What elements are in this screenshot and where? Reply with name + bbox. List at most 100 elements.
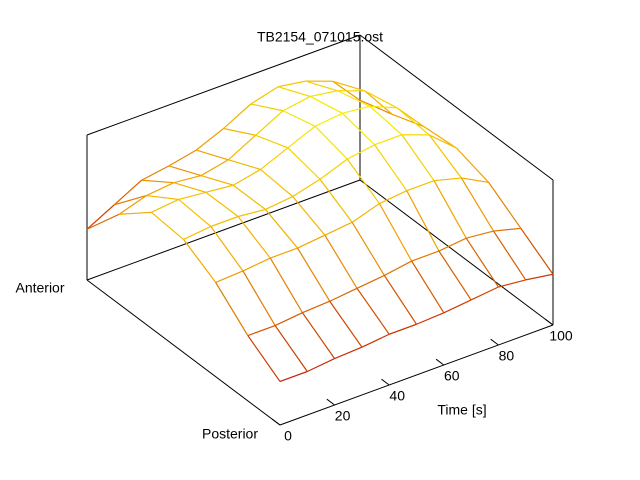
mesh-segment bbox=[347, 144, 375, 160]
mesh-segment bbox=[443, 299, 472, 314]
mesh-segment bbox=[411, 250, 440, 262]
mesh-segment bbox=[292, 196, 326, 236]
mesh-segment bbox=[183, 239, 217, 283]
mesh-segment bbox=[383, 275, 418, 325]
mesh-segment bbox=[388, 323, 417, 335]
mesh-segment bbox=[493, 230, 527, 281]
x-tick-label: 100 bbox=[549, 328, 573, 344]
mesh-segment bbox=[250, 86, 279, 105]
mesh-segment bbox=[520, 227, 554, 275]
mesh-segment bbox=[113, 179, 143, 206]
mesh-segment bbox=[401, 134, 435, 182]
mesh-segment bbox=[205, 191, 239, 217]
mesh-segment bbox=[228, 159, 261, 171]
mesh-segment bbox=[364, 90, 393, 115]
mesh-segment bbox=[118, 195, 147, 215]
mesh-segment bbox=[314, 125, 348, 160]
mesh-segment bbox=[247, 335, 281, 382]
mesh-segment bbox=[411, 260, 445, 314]
mesh-segment bbox=[297, 234, 326, 249]
mesh-segment bbox=[396, 107, 430, 136]
mesh-segment bbox=[314, 112, 343, 127]
mesh-segment bbox=[310, 90, 338, 98]
mesh-segment bbox=[416, 312, 445, 325]
mesh-segment bbox=[428, 134, 462, 179]
x-tick-label: 80 bbox=[499, 348, 515, 364]
mesh-segment bbox=[114, 194, 147, 206]
mesh-segment bbox=[334, 346, 363, 360]
mesh-segment bbox=[292, 178, 321, 198]
mesh-segment bbox=[260, 168, 294, 197]
mesh-segment bbox=[498, 279, 526, 288]
axis-box bbox=[279, 324, 554, 426]
mesh-segment bbox=[369, 105, 403, 136]
mesh-segment bbox=[277, 80, 306, 88]
mesh-segment bbox=[493, 227, 521, 232]
x-tick-label: 20 bbox=[335, 408, 351, 424]
mesh-segment bbox=[337, 90, 370, 107]
mesh-segment bbox=[178, 198, 212, 227]
mesh-segment bbox=[406, 190, 440, 252]
mesh-segment bbox=[391, 113, 425, 128]
mesh-segment bbox=[428, 134, 457, 149]
mesh-segment bbox=[255, 134, 289, 149]
mesh-segment bbox=[183, 225, 212, 240]
mesh-segment bbox=[178, 191, 207, 201]
mesh-segment bbox=[438, 237, 467, 252]
mesh-segment bbox=[196, 149, 229, 161]
mesh-segment bbox=[287, 147, 321, 180]
mesh-segment bbox=[200, 159, 229, 177]
mesh-segment bbox=[141, 179, 174, 184]
mesh-segment bbox=[461, 177, 489, 184]
mesh-segment bbox=[195, 128, 224, 151]
mesh-segment bbox=[351, 221, 385, 276]
mesh-segment bbox=[227, 134, 257, 161]
mesh-segment bbox=[232, 168, 261, 186]
mesh-segment bbox=[260, 147, 289, 170]
mesh-segment bbox=[456, 147, 490, 183]
mesh-segment bbox=[319, 178, 353, 223]
mesh-segment bbox=[168, 149, 197, 167]
mesh-segment bbox=[307, 358, 335, 373]
mesh-segment bbox=[215, 282, 249, 336]
mesh-segment bbox=[305, 80, 338, 92]
mesh-segment bbox=[488, 182, 522, 229]
x-tick bbox=[490, 338, 499, 346]
mesh-segment bbox=[466, 230, 494, 239]
mesh-segment bbox=[168, 165, 202, 177]
mesh-segment bbox=[309, 95, 343, 114]
mesh-segment bbox=[255, 110, 284, 136]
mesh-segment bbox=[465, 237, 499, 288]
mesh-segment bbox=[525, 273, 554, 281]
mesh-segment bbox=[146, 194, 179, 201]
mesh-segment bbox=[119, 211, 152, 215]
mesh-segment bbox=[364, 90, 398, 109]
mesh-segment bbox=[346, 158, 380, 204]
mesh-segment bbox=[379, 190, 408, 205]
x-tick bbox=[381, 378, 390, 386]
mesh-segment bbox=[434, 177, 462, 182]
x-tick bbox=[544, 318, 554, 326]
mesh-segment bbox=[279, 370, 308, 383]
y-axis-start-label: Posterior bbox=[202, 426, 258, 442]
axis-box bbox=[359, 34, 554, 181]
mesh-segment bbox=[433, 180, 467, 239]
mesh-segment bbox=[384, 260, 412, 276]
mesh-segment bbox=[269, 257, 303, 313]
mesh-segment bbox=[146, 182, 175, 197]
mesh-segment bbox=[232, 184, 266, 210]
x-tick bbox=[326, 398, 335, 406]
mesh-segment bbox=[297, 247, 331, 302]
mesh-segment bbox=[470, 286, 499, 301]
mesh-segment bbox=[324, 221, 353, 236]
mesh-segment bbox=[369, 105, 398, 109]
mesh-segment bbox=[342, 112, 376, 146]
mesh-segment bbox=[215, 270, 244, 283]
x-tick-label: 0 bbox=[284, 428, 292, 444]
mesh-segment bbox=[406, 180, 435, 192]
mesh-segment bbox=[274, 325, 308, 372]
mesh-segment bbox=[374, 134, 403, 146]
chart-title: TB2154_071015.ost bbox=[257, 29, 383, 45]
x-tick-label: 40 bbox=[389, 388, 405, 404]
